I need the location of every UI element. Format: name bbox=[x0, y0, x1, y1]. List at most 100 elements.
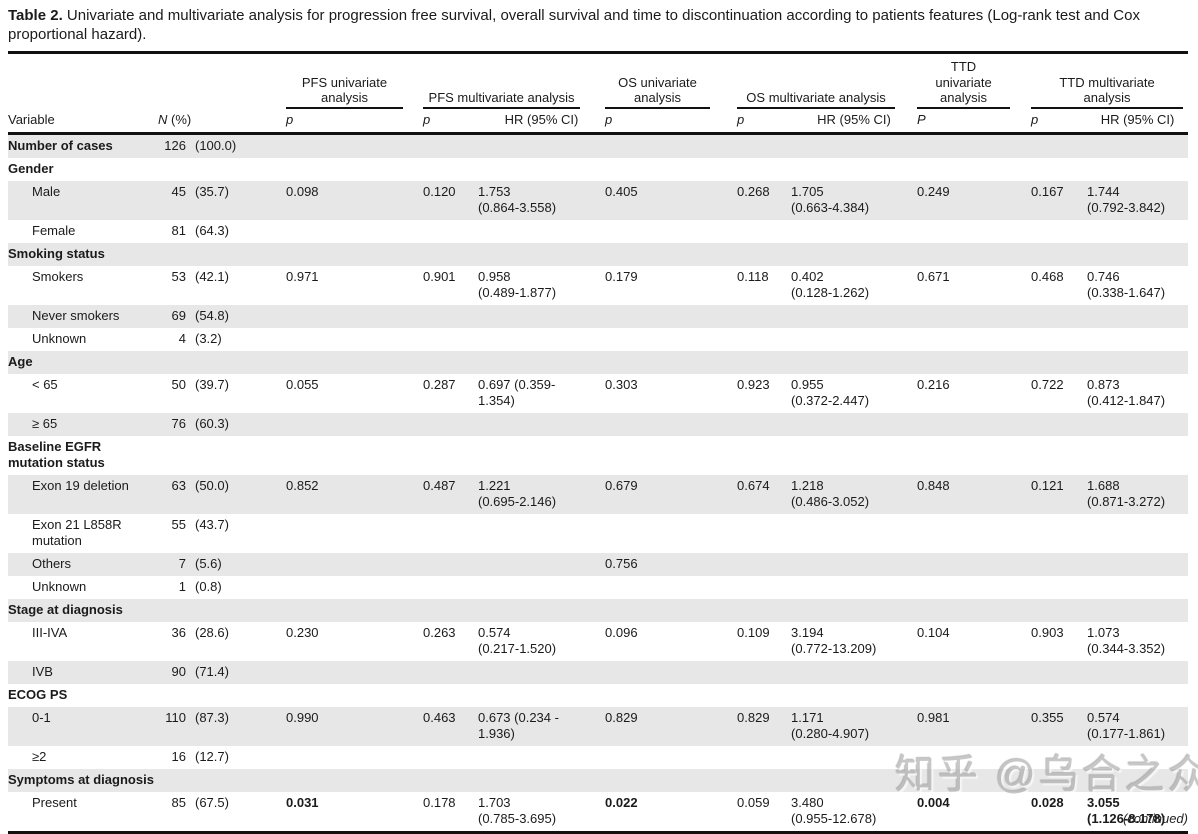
ttd-uni-p-cell bbox=[917, 576, 1031, 599]
os-multi-p-cell bbox=[737, 351, 791, 374]
os-multi-p-cell bbox=[737, 769, 791, 792]
ttd-multi-hr-cell: 0.746 (0.338-1.647) bbox=[1087, 269, 1166, 301]
os-uni-p-cell bbox=[605, 576, 737, 599]
variable-cell: Others bbox=[32, 556, 72, 572]
pfs-uni-p-header: p bbox=[286, 109, 423, 136]
n-cell bbox=[158, 158, 186, 181]
pfs-multi-hr-cell bbox=[478, 661, 605, 684]
table-row: ≥2 16 (12.7) bbox=[8, 746, 1188, 769]
ttd-multi-hr-cell: 0.873 (0.412-1.847) bbox=[1087, 377, 1166, 409]
pct-cell: (54.8) bbox=[195, 308, 229, 324]
variable-cell: Age bbox=[8, 354, 33, 370]
ttd-multi-hr-cell bbox=[1087, 514, 1188, 553]
ttd-multi-p-cell: 0.167 bbox=[1031, 184, 1064, 200]
section-row: Symptoms at diagnosis bbox=[8, 768, 1189, 792]
variable-cell: Present bbox=[32, 794, 77, 810]
variable-cell: Gender bbox=[8, 161, 54, 177]
os-multi-p-header: p bbox=[737, 109, 792, 136]
ttd-multi-hr-cell: 1.073 (0.344-3.352) bbox=[1087, 625, 1166, 656]
section-row: Gender bbox=[8, 158, 1188, 181]
variable-cell: Never smokers bbox=[32, 308, 120, 324]
pfs-uni-p-cell bbox=[286, 243, 423, 266]
pct-label: (%) bbox=[167, 112, 192, 128]
os-multi-hr-cell: 3.480 (0.955-12.678) bbox=[791, 794, 877, 826]
n-cell: 4 bbox=[178, 331, 186, 347]
variable-cell: Smokers bbox=[32, 269, 84, 285]
pct-cell: (39.7) bbox=[195, 377, 229, 393]
table-row: Smokers 53 (42.1) 0.971 0.901 0.958 (0.4… bbox=[8, 266, 1188, 305]
os-uni-p-cell bbox=[605, 599, 737, 622]
os-uni-p-cell bbox=[605, 134, 737, 158]
pfs-multi-p-cell: 0.463 bbox=[423, 709, 456, 725]
ttd-multi-p-cell bbox=[1031, 769, 1087, 792]
ttd-uni-p-cell bbox=[917, 746, 1031, 769]
pfs-multi-hr-cell bbox=[478, 413, 605, 436]
ttd-multi-hr-cell bbox=[1087, 684, 1188, 707]
n-cell: 90 bbox=[171, 663, 186, 679]
table-row: < 65 50 (39.7) 0.055 0.287 0.697 (0.359-… bbox=[8, 374, 1188, 413]
group-header-spacer bbox=[8, 53, 286, 109]
n-cell: 81 bbox=[171, 223, 186, 239]
os-multi-hr-cell bbox=[791, 413, 917, 436]
os-multi-p-cell: 0.118 bbox=[737, 269, 769, 285]
ttd-multi-p-cell bbox=[1031, 436, 1087, 475]
pfs-uni-p-cell bbox=[286, 599, 423, 622]
variable-cell: Female bbox=[32, 223, 76, 239]
os-multi-p-cell: 0.268 bbox=[737, 184, 770, 200]
pct-cell: (0.8) bbox=[195, 579, 222, 595]
section-row: Baseline EGFR mutation status bbox=[8, 436, 1188, 475]
variable-cell: ≥2 bbox=[32, 748, 47, 764]
ttd-multi-hr-cell bbox=[1087, 328, 1188, 351]
os-multi-p-cell bbox=[737, 599, 791, 622]
os-univariate-group-label: OS univariate analysis bbox=[605, 75, 711, 110]
ttd-multi-hr-cell bbox=[1087, 243, 1188, 266]
table-row: Unknown 4 (3.2) bbox=[8, 328, 1188, 351]
os-multi-hr-cell bbox=[791, 134, 917, 158]
pct-cell: (42.1) bbox=[195, 269, 229, 285]
variable-column-header: Variable bbox=[8, 109, 158, 136]
pfs-uni-p-cell bbox=[286, 553, 423, 576]
pfs-multi-hr-cell bbox=[478, 328, 605, 351]
variable-cell: Unknown bbox=[32, 331, 87, 347]
pct-cell bbox=[186, 243, 286, 266]
variable-cell: Male bbox=[32, 184, 61, 200]
table-caption: Table 2. Univariate and multivariate ana… bbox=[8, 6, 1190, 44]
table-header: PFS univariate analysis PFS multivariate… bbox=[8, 53, 1189, 136]
table-body: Number of cases 126 (100.0) Gender Male … bbox=[8, 133, 1189, 832]
os-multi-p-cell bbox=[737, 305, 791, 328]
os-uni-p-cell: 0.756 bbox=[605, 556, 638, 572]
ttd-uni-p-cell bbox=[917, 134, 1031, 158]
os-uni-p-cell bbox=[605, 436, 737, 475]
table-row: Number of cases 126 (100.0) bbox=[8, 133, 1189, 159]
pfs-multi-p-cell bbox=[423, 436, 478, 475]
pfs-multi-p-cell: 0.178 bbox=[423, 794, 456, 810]
ttd-uni-p-cell: 0.004 bbox=[917, 794, 950, 810]
pfs-multi-hr-cell bbox=[478, 351, 605, 374]
pfs-multi-hr-cell bbox=[478, 134, 605, 158]
ttd-uni-p-cell bbox=[917, 305, 1031, 328]
pfs-multi-hr-cell: 1.703 (0.785-3.695) bbox=[478, 794, 557, 826]
n-cell: 50 bbox=[171, 377, 186, 393]
os-multivariate-group-label: OS multivariate analysis bbox=[737, 90, 896, 110]
pfs-multi-p-cell bbox=[423, 243, 478, 266]
pfs-multi-p-cell bbox=[423, 351, 478, 374]
ttd-uni-p-cell bbox=[917, 243, 1031, 266]
os-multi-hr-cell bbox=[791, 158, 917, 181]
os-uni-p-cell: 0.022 bbox=[605, 794, 638, 810]
ttd-multivariate-group-header: TTD multivariate analysis bbox=[1031, 53, 1188, 110]
os-multi-p-cell bbox=[737, 746, 791, 769]
os-multi-p-cell: 0.829 bbox=[737, 709, 770, 725]
pfs-multi-p-cell: 0.263 bbox=[423, 625, 456, 640]
pfs-multi-hr-cell bbox=[478, 576, 605, 599]
table-row: Male 45 (35.7) 0.098 0.120 1.753 (0.864-… bbox=[8, 181, 1189, 221]
os-multi-p-cell bbox=[737, 514, 791, 553]
os-multi-hr-cell bbox=[791, 514, 917, 553]
ttd-uni-p-cell bbox=[917, 514, 1031, 553]
pfs-uni-p-cell bbox=[286, 746, 423, 769]
pfs-multi-p-cell bbox=[423, 576, 478, 599]
pfs-univariate-group-label: PFS univariate analysis bbox=[286, 75, 403, 110]
os-uni-p-cell bbox=[605, 351, 737, 374]
ttd-uni-p-cell bbox=[917, 769, 1031, 792]
variable-cell: III-IVA bbox=[32, 625, 68, 640]
os-multi-p-cell bbox=[737, 553, 791, 576]
